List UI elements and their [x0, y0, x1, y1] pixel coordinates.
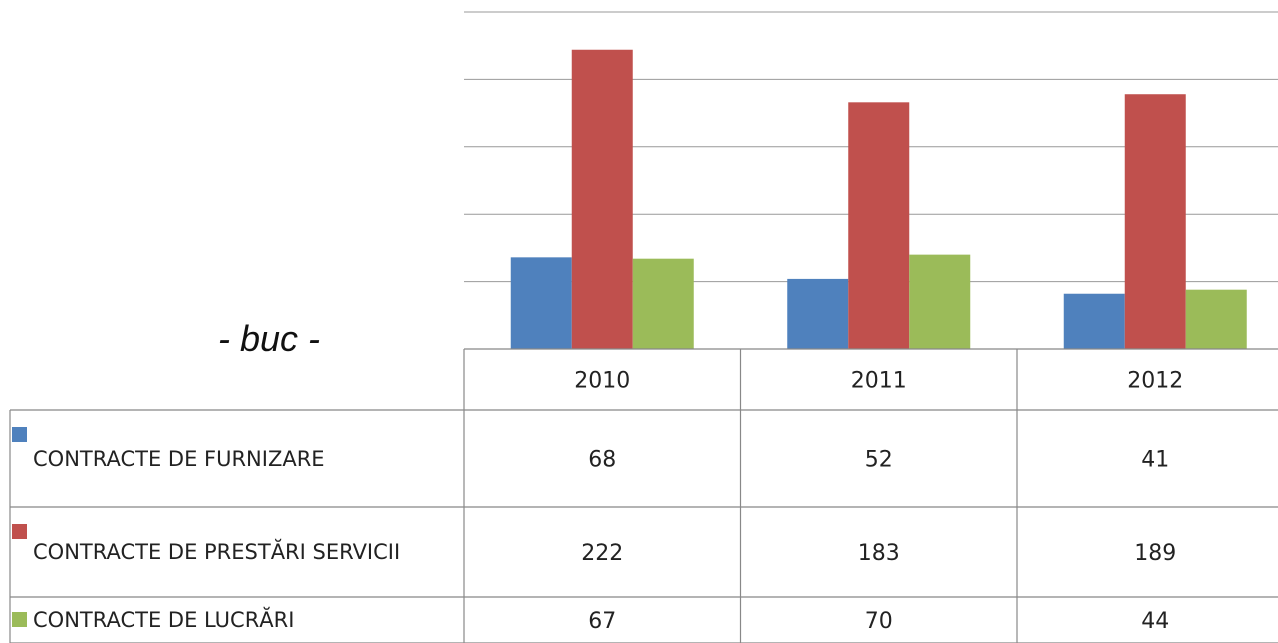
table-value: 41: [1141, 448, 1169, 473]
table-value: 52: [865, 448, 893, 473]
legend-entry: CONTRACTE DE LUCRĂRI: [12, 597, 462, 643]
legend-swatch: [12, 427, 27, 442]
bar: [787, 278, 849, 349]
bar: [571, 49, 633, 350]
table-value: 44: [1141, 609, 1169, 634]
bar: [848, 102, 910, 349]
unit-label: - buc -: [218, 318, 321, 359]
table-value: 68: [588, 448, 616, 473]
bar: [909, 254, 971, 349]
legend-entry: CONTRACTE DE PRESTĂRI SERVICII: [12, 507, 462, 597]
table-value: 183: [858, 541, 900, 566]
x-tick-label: 2010: [574, 369, 630, 394]
table-value: 222: [581, 541, 623, 566]
bar: [1124, 94, 1186, 349]
bar: [632, 258, 694, 349]
bar: [1185, 289, 1247, 349]
table-value: 70: [865, 609, 893, 634]
legend-swatch: [12, 524, 27, 539]
table-value: 67: [588, 609, 616, 634]
legend-label: CONTRACTE DE LUCRĂRI: [33, 608, 295, 632]
bar: [1063, 293, 1125, 349]
legend-swatch: [12, 612, 27, 627]
legend-label: CONTRACTE DE PRESTĂRI SERVICII: [33, 540, 401, 564]
table-value: 189: [1134, 541, 1176, 566]
legend-entry: CONTRACTE DE FURNIZARE: [12, 410, 462, 507]
legend-label: CONTRACTE DE FURNIZARE: [33, 446, 325, 471]
bar: [510, 257, 572, 349]
x-tick-label: 2011: [851, 369, 907, 394]
x-tick-label: 2012: [1127, 369, 1183, 394]
